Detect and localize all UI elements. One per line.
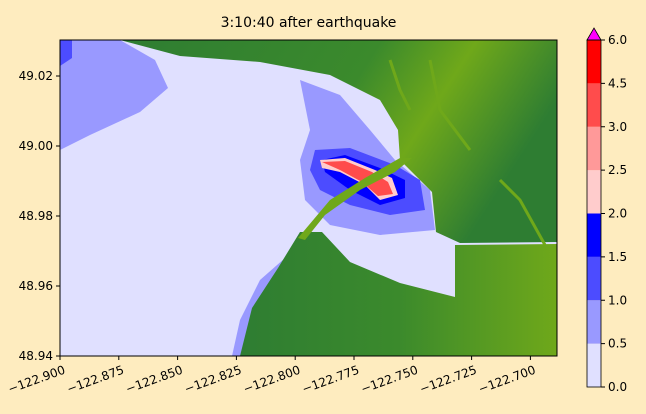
axes-frame	[59, 39, 558, 357]
sandbar-spit	[298, 158, 412, 240]
land-north	[120, 40, 557, 243]
colorbar-segment	[587, 83, 601, 127]
x-tick-label: −122.850	[124, 363, 185, 397]
x-tick-label: −122.750	[359, 363, 420, 397]
y-tick-label: 48.98	[19, 209, 53, 223]
plot-title: 3:10:40 after earthquake	[220, 15, 397, 31]
y-tick-label: 49.00	[19, 139, 53, 153]
colorbar-tick-label: 2.0	[608, 207, 627, 221]
colorbar-tick-label: 0.0	[608, 380, 627, 394]
x-tick-label: −122.875	[65, 363, 126, 397]
y-tick-label: 48.94	[19, 349, 53, 363]
x-tick-label: −122.800	[241, 363, 302, 397]
land-south	[240, 232, 557, 356]
x-tick-label: −122.725	[418, 363, 479, 397]
x-tick-label: −122.825	[183, 363, 244, 397]
x-tick-label: −122.900	[6, 363, 67, 397]
colorbar-segment	[587, 126, 601, 171]
colorbar-tick-label: 1.5	[608, 250, 627, 264]
colorbar-segment	[587, 300, 601, 344]
colorbar-segment	[587, 40, 601, 84]
colorbar-segment	[587, 343, 601, 387]
colorbar-tick-label: 3.0	[608, 120, 627, 134]
wave-red	[322, 161, 393, 196]
colorbar-tick-label: 1.0	[608, 293, 627, 307]
y-tick-label: 48.96	[19, 279, 53, 293]
colorbar-segment	[587, 256, 601, 301]
y-tick-label: 49.02	[19, 69, 53, 83]
colorbar-segment	[587, 213, 601, 257]
colorbar-segment	[587, 170, 601, 214]
colorbar-tick-label: 4.5	[608, 76, 627, 90]
colorbar-tick-label: 0.5	[608, 337, 627, 351]
colorbar-tick-label: 6.0	[608, 33, 627, 47]
x-tick-label: −122.700	[477, 363, 538, 397]
water-medium-nw	[60, 40, 168, 150]
river-channels	[388, 59, 547, 246]
colorbar-tick-label: 2.5	[608, 163, 627, 177]
water-high-nw	[60, 40, 72, 66]
colorbar-extend-triangle	[586, 27, 602, 41]
x-tick-label: −122.775	[300, 363, 361, 397]
